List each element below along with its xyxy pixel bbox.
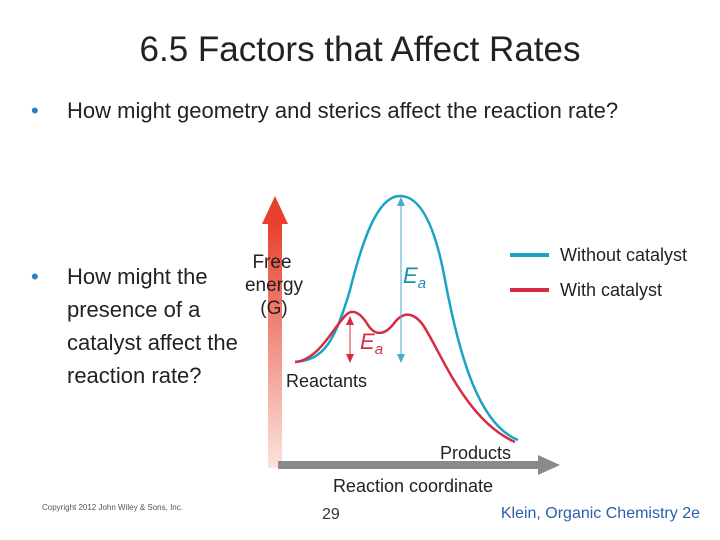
legend-label: Without catalyst bbox=[560, 245, 687, 265]
y-axis-label: (G) bbox=[260, 298, 287, 319]
ea-arrowhead bbox=[346, 316, 354, 325]
y-axis-arrowhead bbox=[262, 196, 288, 224]
bullet: • How might geometry and sterics affect t… bbox=[31, 98, 619, 123]
ea-arrowhead bbox=[346, 354, 354, 363]
ea-sub: a bbox=[418, 275, 426, 292]
products-label: Products bbox=[440, 443, 511, 463]
ea-main: E bbox=[360, 329, 375, 354]
x-axis-arrowhead bbox=[538, 455, 560, 475]
ea-label: Ea bbox=[403, 263, 426, 292]
ea-main: E bbox=[403, 263, 418, 288]
x-axis-arrow bbox=[278, 461, 540, 469]
reactants-label: Reactants bbox=[286, 371, 367, 391]
ea-label: Ea bbox=[360, 329, 383, 358]
page-number: 29 bbox=[322, 506, 340, 523]
uncatalyzed-curve bbox=[294, 194, 519, 442]
y-axis-label: energy bbox=[245, 275, 304, 296]
ea-arrowhead bbox=[397, 197, 405, 206]
bullet-text: How might the presence of a catalyst aff… bbox=[67, 264, 238, 388]
bullet: • How might the presence of a catalyst af… bbox=[31, 264, 238, 388]
x-axis-label: Reaction coordinate bbox=[333, 476, 493, 496]
ea-sub: a bbox=[375, 341, 383, 358]
catalyzed-curve bbox=[294, 310, 516, 444]
legend-label: With catalyst bbox=[560, 280, 662, 300]
credit: Klein, Organic Chemistry 2e bbox=[500, 505, 700, 522]
ea-arrowhead bbox=[397, 354, 405, 363]
copyright: Copyright 2012 John Wiley & Sons, Inc. bbox=[42, 503, 183, 512]
bullet-text: How might geometry and sterics affect th… bbox=[67, 98, 619, 123]
y-axis-arrow bbox=[268, 222, 282, 468]
slide-title: 6.5 Factors that Affect Rates bbox=[139, 30, 581, 69]
y-axis-label: Free bbox=[252, 252, 291, 273]
